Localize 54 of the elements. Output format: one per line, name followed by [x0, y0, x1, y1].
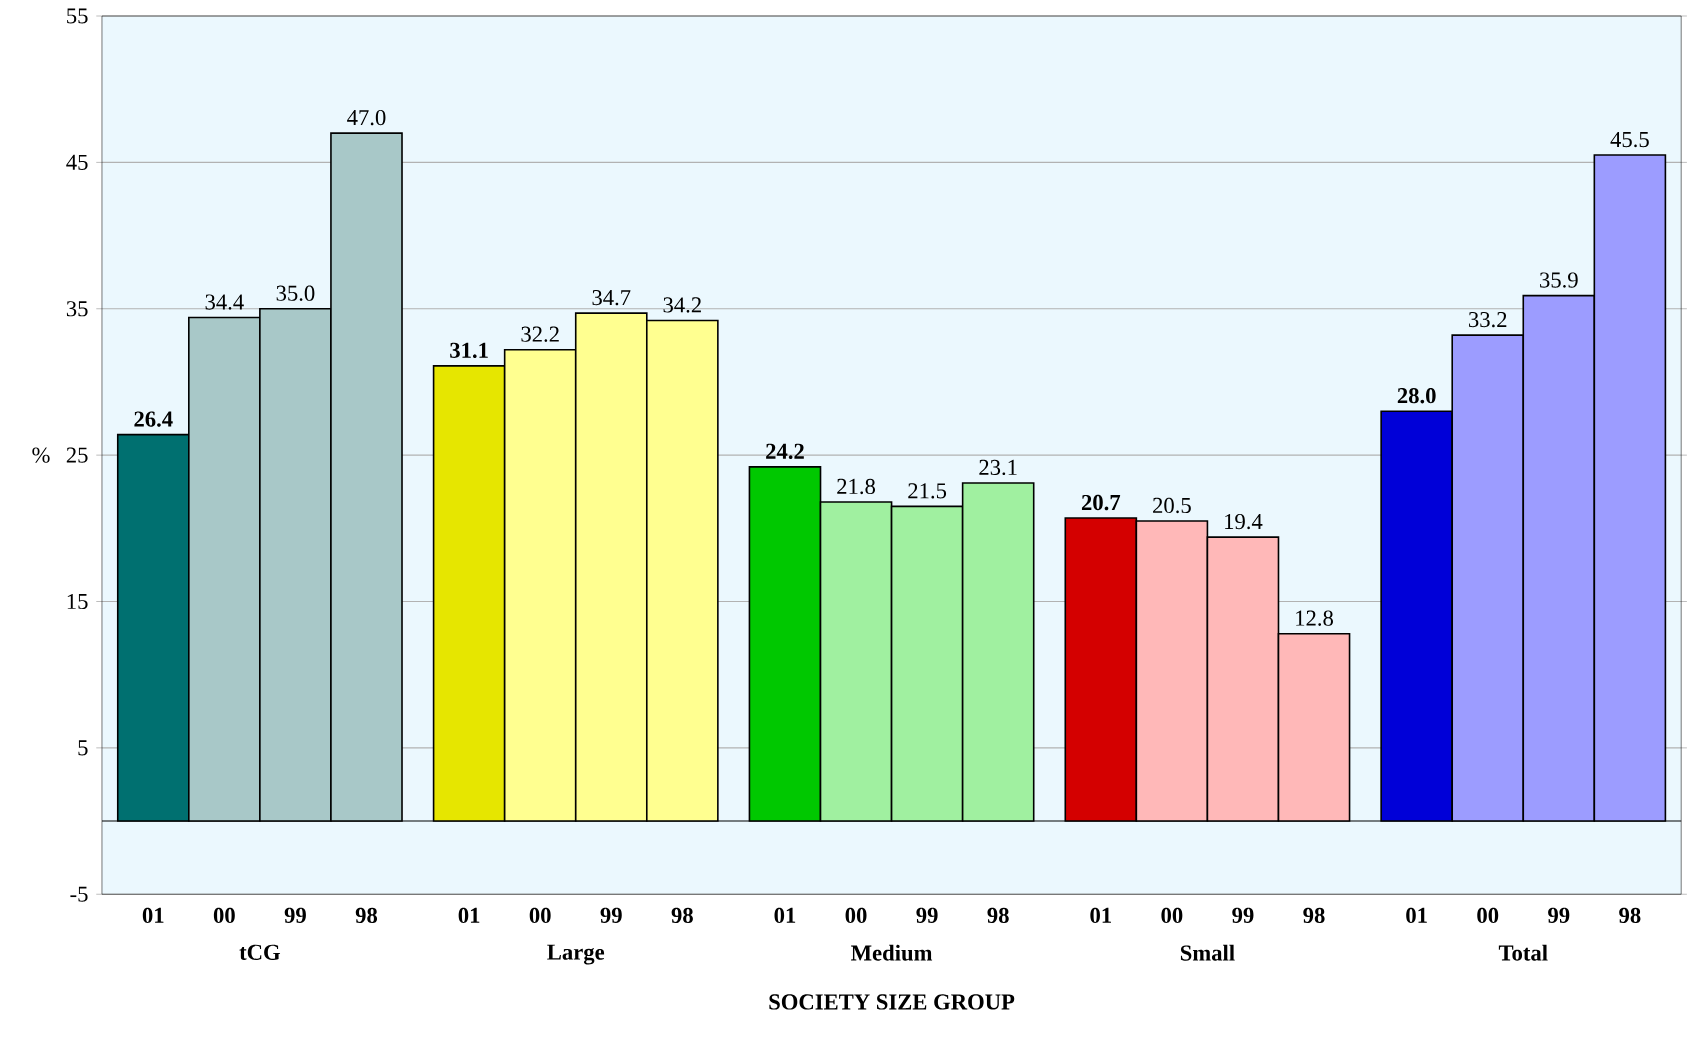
x-tick-label: 99 — [1232, 907, 1254, 923]
x-tick-label: 00 — [1477, 907, 1499, 923]
x-tick-label: 98 — [1303, 907, 1325, 923]
x-tick-label: 99 — [1548, 907, 1570, 923]
x-tick-label: 00 — [213, 907, 235, 923]
text: Large — [547, 944, 605, 965]
y-tick-label: 35 — [66, 300, 88, 317]
y-tick-label: 55 — [67, 8, 88, 24]
x-tick-label: 98 — [355, 907, 378, 923]
x-tick-label: 01 — [458, 907, 480, 923]
text: Medium — [851, 944, 933, 961]
y-tick-label: 5 — [78, 740, 88, 756]
data-label: 23.1 — [979, 459, 1017, 475]
data-label: 20.7 — [1081, 494, 1121, 511]
x-tick-label: 00 — [1161, 907, 1183, 923]
data-label: 34.2 — [663, 297, 701, 313]
data-label: 47.0 — [347, 109, 386, 126]
data-label: 35.9 — [1540, 272, 1578, 288]
x-tick-label: 01 — [1406, 907, 1427, 923]
data-label: 32.2 — [521, 326, 559, 342]
x-tick-label: 01 — [142, 907, 164, 923]
data-label: 19.4 — [1225, 513, 1263, 530]
x-tick-label: 99 — [916, 907, 938, 923]
data-label: 12.8 — [1296, 610, 1333, 626]
text: tCG — [239, 944, 281, 960]
data-label: 24.2 — [766, 443, 804, 459]
x-tick-label: 00 — [529, 907, 551, 923]
x-tick-label: 98 — [671, 907, 693, 923]
text: Total — [1498, 944, 1548, 961]
y-tick-label: -5 — [70, 886, 88, 902]
x-tick-label: 98 — [987, 907, 1009, 923]
x-tick-label: 99 — [600, 907, 622, 923]
y-tick-label: 25 — [66, 447, 88, 463]
x-tick-label: 01 — [774, 907, 796, 923]
x-tick-label: 98 — [1619, 907, 1641, 923]
x-tick-label: 99 — [284, 907, 306, 923]
data-label: 35.0 — [276, 285, 315, 301]
text: Small — [1180, 944, 1235, 961]
data-label: 45.5 — [1610, 131, 1649, 147]
data-label: 21.5 — [908, 482, 947, 499]
y-axis-title: % — [32, 447, 50, 463]
data-label: 21.8 — [837, 478, 876, 494]
data-label: 34.7 — [592, 289, 631, 306]
x-axis-title: SOCIETY SIZE GROUP — [769, 994, 1015, 1010]
data-label: 28.0 — [1397, 387, 1436, 404]
y-tick-label: 45 — [66, 154, 88, 170]
data-label: 31.1 — [450, 342, 488, 358]
data-label: 33.2 — [1469, 311, 1507, 328]
x-tick-label: 01 — [1090, 907, 1111, 923]
data-label: 26.4 — [134, 411, 173, 427]
data-label: 20.5 — [1153, 497, 1191, 513]
y-tick-label: 15 — [67, 593, 88, 609]
data-label: 34.4 — [205, 294, 244, 310]
x-tick-label: 00 — [845, 907, 867, 923]
